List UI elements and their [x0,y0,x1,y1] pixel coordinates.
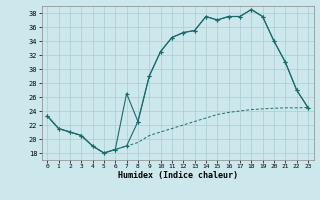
X-axis label: Humidex (Indice chaleur): Humidex (Indice chaleur) [118,171,237,180]
